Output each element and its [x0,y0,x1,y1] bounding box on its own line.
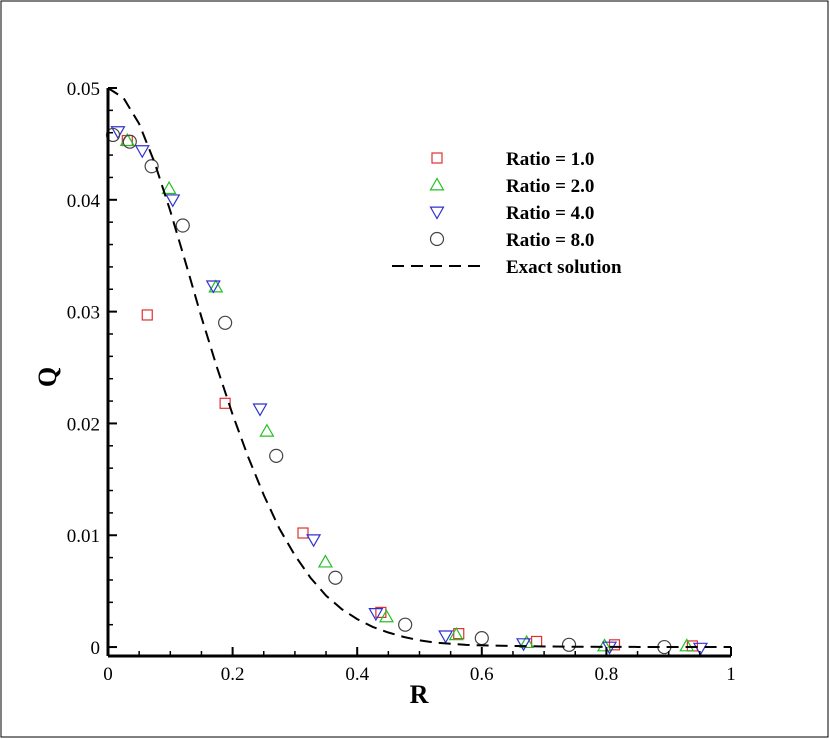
legend-label: Ratio = 8.0 [506,230,594,251]
data-point [679,638,695,652]
legend: Ratio = 1.0 Ratio = 2.0 Ratio = 4.0 Ratio =… [392,149,622,278]
x-tick-label: 0.2 [221,664,245,685]
data-point [561,637,577,652]
data-point [448,627,464,641]
data-point [208,279,224,293]
x-tick-label: 0.6 [470,664,494,685]
y-tick-label: 0.04 [67,191,101,212]
data-point [218,315,233,330]
data-point [516,638,532,652]
data-point [252,403,268,417]
legend-marker [429,177,445,191]
x-axis-title: R [410,680,429,709]
x-tick-label: 0 [103,664,113,685]
legend-marker [429,231,445,247]
data-point [219,397,231,409]
data-point [105,127,121,143]
data-point [205,280,221,294]
data-point [165,194,181,208]
data-point [141,309,153,321]
data-point [110,126,126,140]
data-point [161,180,177,195]
data-point [438,630,454,644]
data-point [368,608,384,622]
legend-label: Ratio = 2.0 [506,176,594,197]
data-point [269,448,284,463]
data-point [378,609,395,623]
y-tick-label: 0.02 [67,414,100,435]
legend-label: Exact solution [506,257,622,278]
legend-label: Ratio = 1.0 [506,149,594,170]
data-point [175,218,190,233]
data-point [122,134,137,149]
y-tick-label: 0.05 [67,79,100,100]
data-point [519,634,535,649]
data-point [134,145,150,159]
data-point [608,639,621,651]
x-tick-label: 0.4 [345,664,369,685]
x-tick-label: 1 [726,664,736,685]
data-point [144,159,159,174]
data-point [596,638,613,652]
exact-solution-line [107,87,731,649]
y-tick-label: 0.03 [67,303,100,324]
data-point [306,534,322,548]
data-point [259,423,275,437]
y-tick-label: 0.01 [67,526,100,547]
y-axis-title: Q [33,367,62,387]
data-point [317,554,333,568]
y-tick-label: 0 [91,638,101,659]
legend-marker [429,206,445,220]
legend-label: Ratio = 4.0 [506,203,594,224]
plot-area [105,87,731,656]
data-point [692,642,709,656]
data-point [328,570,343,585]
axes: 0 0.2 0.4 0.6 0.8 1 0 0.01 0.02 0.03 0.04 0.05 [67,79,736,685]
data-point [297,527,309,539]
x-tick-label: 0.8 [595,664,619,685]
data-point [398,617,413,632]
legend-marker [431,152,443,164]
